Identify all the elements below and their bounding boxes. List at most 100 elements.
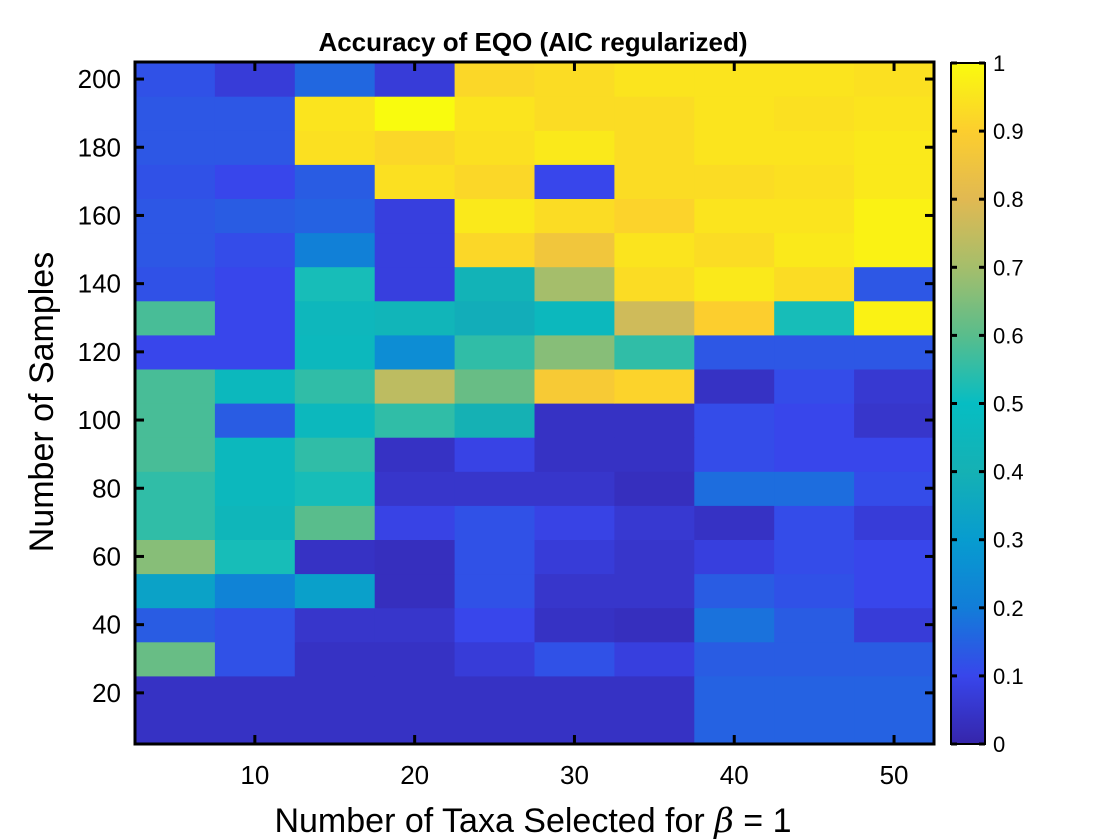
heatmap-cell (854, 675, 935, 711)
heatmap-cell (135, 96, 216, 131)
heatmap-cell (694, 675, 775, 711)
heatmap-cell (214, 437, 296, 472)
heatmap-cell (294, 266, 376, 302)
heatmap-cell (294, 709, 376, 745)
heatmap-cell (694, 198, 775, 234)
heatmap-cell (614, 437, 695, 472)
heatmap-cell (294, 198, 376, 234)
colorbar-tick-label: 1 (993, 51, 1005, 76)
heatmap-cell (534, 607, 615, 643)
heatmap-cell (294, 300, 376, 336)
heatmap-cell (694, 96, 775, 131)
heatmap-cell (294, 573, 376, 609)
heatmap-cell (774, 573, 855, 609)
heatmap-cell (294, 675, 376, 711)
heatmap-cell (214, 232, 296, 268)
heatmap-cell (614, 539, 695, 575)
heatmap-cell (774, 607, 855, 643)
heatmap-cell (694, 539, 775, 575)
heatmap-cell (214, 505, 296, 540)
y-tick-label: 40 (92, 610, 121, 640)
heatmap-cell (774, 675, 855, 711)
heatmap-cell (135, 607, 216, 643)
heatmap-cell (614, 266, 695, 302)
heatmap-cell (214, 334, 296, 370)
heatmap-cell (294, 403, 376, 438)
heatmap-cell (294, 471, 376, 506)
y-axis-ticks: 20 40 60 80 100 120 140 160 180 200 (78, 64, 934, 708)
heatmap-cell (774, 164, 855, 199)
heatmap-cell (214, 130, 296, 165)
heatmap-cell (534, 198, 615, 234)
heatmap-cell (135, 709, 216, 745)
heatmap-cell (854, 539, 935, 575)
heatmap-cell (454, 300, 536, 336)
heatmap-cell (454, 130, 536, 165)
heatmap-cell (614, 607, 695, 643)
heatmap-cell (214, 96, 296, 131)
heatmap-cell (774, 266, 855, 302)
y-tick-label: 160 (78, 200, 121, 230)
colorbar-tick-label: 0.7 (993, 255, 1024, 280)
heatmap-cell (614, 130, 695, 165)
heatmap-cell (614, 164, 695, 199)
heatmap-cell (774, 300, 855, 336)
heatmap-cell (534, 300, 615, 336)
colorbar-tick-label: 0.9 (993, 119, 1024, 144)
heatmap-cell (135, 641, 216, 677)
heatmap-cell (694, 232, 775, 268)
heatmap-cell (854, 300, 935, 336)
y-tick-label: 180 (78, 132, 121, 162)
x-tick-label: 40 (720, 760, 749, 790)
heatmap-cell (854, 505, 935, 540)
heatmap-cell (135, 232, 216, 268)
heatmap-cell (694, 334, 775, 370)
beta-symbol: β (712, 801, 734, 840)
heatmap-cell (135, 573, 216, 609)
colorbar-tick-label: 0.3 (993, 528, 1024, 553)
heatmap-cell (454, 232, 536, 268)
heatmap-cell (614, 232, 695, 268)
heatmap-cell (774, 539, 855, 575)
heatmap-cell (854, 198, 935, 234)
heatmap-cell (214, 300, 296, 336)
heatmap-cell (135, 198, 216, 234)
heatmap-cell (374, 437, 456, 472)
heatmap-cell (534, 130, 615, 165)
heatmap-cell (614, 62, 695, 97)
heatmap-cell (454, 539, 536, 575)
heatmap-cell (534, 539, 615, 575)
x-axis-label-suffix: = 1 (734, 802, 792, 840)
heatmap-cell (454, 368, 536, 404)
heatmap-cell (774, 471, 855, 506)
heatmap-cell (774, 96, 855, 131)
heatmap-cell (454, 96, 536, 131)
heatmap-cell (135, 266, 216, 302)
heatmap-cell (454, 573, 536, 609)
heatmap-cell (694, 403, 775, 438)
heatmap-cell (694, 607, 775, 643)
x-tick-label: 10 (240, 760, 269, 790)
heatmap-cell (214, 471, 296, 506)
heatmap-cell (454, 607, 536, 643)
heatmap-cell (534, 334, 615, 370)
heatmap-cell (374, 573, 456, 609)
heatmap-cell (694, 368, 775, 404)
chart-title: Accuracy of EQO (AIC regularized) (318, 27, 747, 57)
colorbar-tick-label: 0.1 (993, 664, 1024, 689)
heatmap-cell (454, 164, 536, 199)
heatmap-cell (454, 505, 536, 540)
y-tick-label: 60 (92, 541, 121, 571)
heatmap-cell (214, 164, 296, 199)
heatmap-cell (374, 164, 456, 199)
heatmap-cell (294, 164, 376, 199)
heatmap-cell (614, 675, 695, 711)
heatmap-cell (214, 403, 296, 438)
heatmap-cell (534, 164, 615, 199)
heatmap-cell (454, 403, 536, 438)
heatmap-cell (294, 641, 376, 677)
heatmap-cell (294, 96, 376, 131)
heatmap-cell (854, 232, 935, 268)
heatmap-cell (374, 96, 456, 131)
colorbar-ticks: 0 0.1 0.2 0.3 0.4 0.5 0.6 0.7 0.8 0.9 1 (951, 51, 1024, 757)
